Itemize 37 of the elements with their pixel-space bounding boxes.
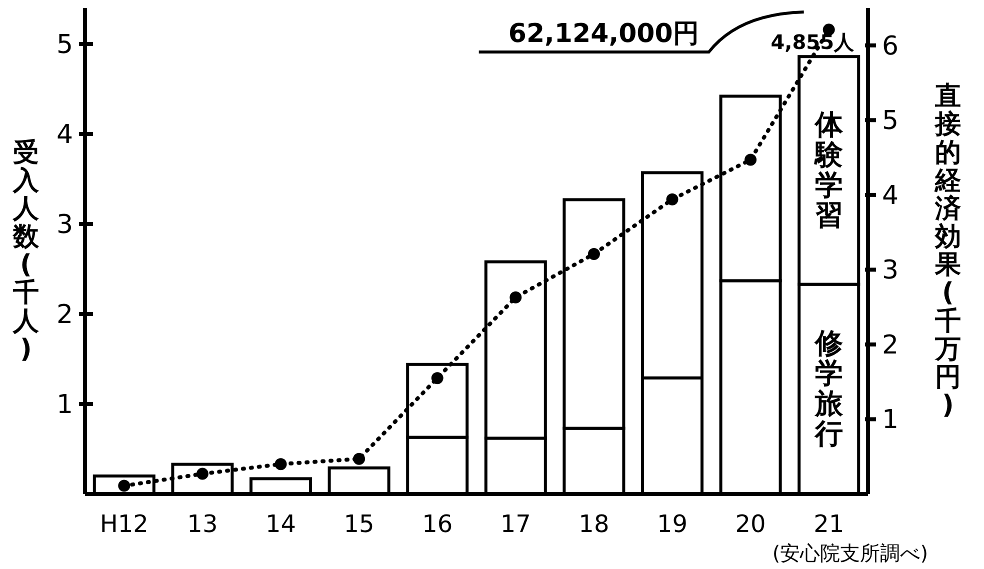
y-tick-label: 2 xyxy=(56,300,73,330)
annotation: 62,124,000円 xyxy=(508,19,699,49)
x-tick-label: 18 xyxy=(578,510,610,538)
point xyxy=(510,291,522,304)
y2-tick-label: 1 xyxy=(882,405,899,436)
x-tick-label: H12 xyxy=(100,510,148,538)
y-axis-title: 受入人数(千人) xyxy=(12,138,40,364)
x-tick-label: 21 xyxy=(814,510,844,538)
text: (安心院支所調べ) xyxy=(772,541,928,565)
x-tick-label: 14 xyxy=(265,510,296,538)
y-tick-label: 5 xyxy=(56,30,73,60)
point xyxy=(274,458,287,470)
point xyxy=(744,154,757,166)
y-tick-label: 3 xyxy=(56,210,73,240)
y2-tick-label: 2 xyxy=(882,330,899,360)
y2-tick-label: 3 xyxy=(882,256,899,286)
text: 直接的経済効果(千万円) xyxy=(935,82,961,420)
x-tick-label: 15 xyxy=(344,510,374,538)
point xyxy=(196,468,208,480)
point xyxy=(353,452,366,465)
point xyxy=(431,372,444,384)
y-tick-label: 4 xyxy=(56,120,73,150)
y2-tick-label: 4 xyxy=(882,180,899,211)
y2-tick-label: 5 xyxy=(882,106,899,136)
x-tick-label: 13 xyxy=(187,510,218,538)
point xyxy=(588,248,600,260)
series-label: 修学旅行 xyxy=(814,326,844,450)
x-tick-label: 19 xyxy=(656,510,688,538)
annotation: 4,855人 xyxy=(770,30,855,54)
point xyxy=(118,480,130,492)
x-tick-label: 17 xyxy=(500,510,531,538)
y2-tick-label: 6 xyxy=(882,31,899,62)
point xyxy=(666,193,678,206)
x-tick-label: 16 xyxy=(422,510,453,538)
series-label: 体験学習 xyxy=(814,108,844,232)
y-tick-label: 1 xyxy=(56,390,73,420)
x-tick-label: 20 xyxy=(735,510,766,538)
